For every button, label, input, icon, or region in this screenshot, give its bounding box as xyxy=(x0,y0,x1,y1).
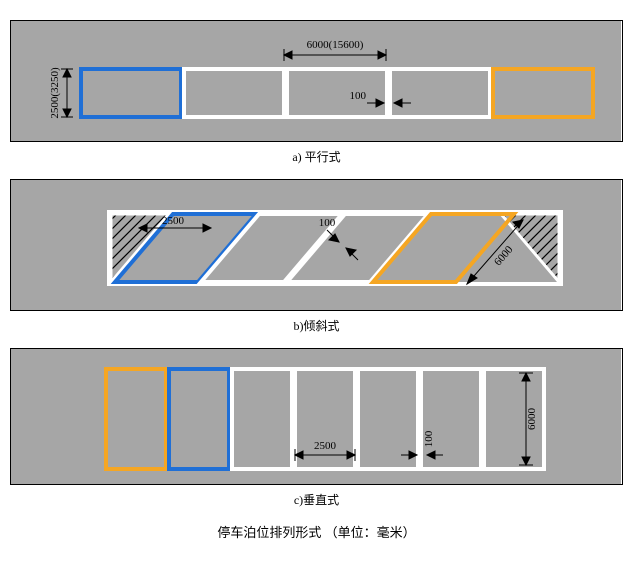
panel-perpendicular: 2500 100 6000 xyxy=(10,348,623,485)
caption-a: a) 平行式 xyxy=(10,148,623,165)
dim-left-height-label: 2500(3250) xyxy=(49,67,61,119)
caption-b: b)倾斜式 xyxy=(10,317,623,334)
figure-title: 停车泊位排列形式 （单位：毫米） xyxy=(10,522,623,541)
dim-c-height-label: 6000 xyxy=(526,408,538,431)
panel-angled: 2500 100 6000 xyxy=(10,179,623,311)
panel-angled-svg: 2500 100 6000 xyxy=(11,180,621,310)
dim-gap-a-label: 100 xyxy=(350,90,367,102)
dim-gap-b-label: 100 xyxy=(319,217,336,229)
dim-b-width-label: 2500 xyxy=(162,215,185,227)
panel-perp-svg: 2500 100 6000 xyxy=(11,349,621,484)
dim-top-width-label: 6000(15600) xyxy=(307,39,364,51)
dim-gap-c-label: 100 xyxy=(423,430,435,447)
panel-parallel-svg: 6000(15600) 2500(3250) 100 xyxy=(11,21,621,141)
dim-c-width-label: 2500 xyxy=(314,440,337,452)
panel-parallel: 6000(15600) 2500(3250) 100 xyxy=(10,20,623,142)
caption-c: c)垂直式 xyxy=(10,491,623,508)
